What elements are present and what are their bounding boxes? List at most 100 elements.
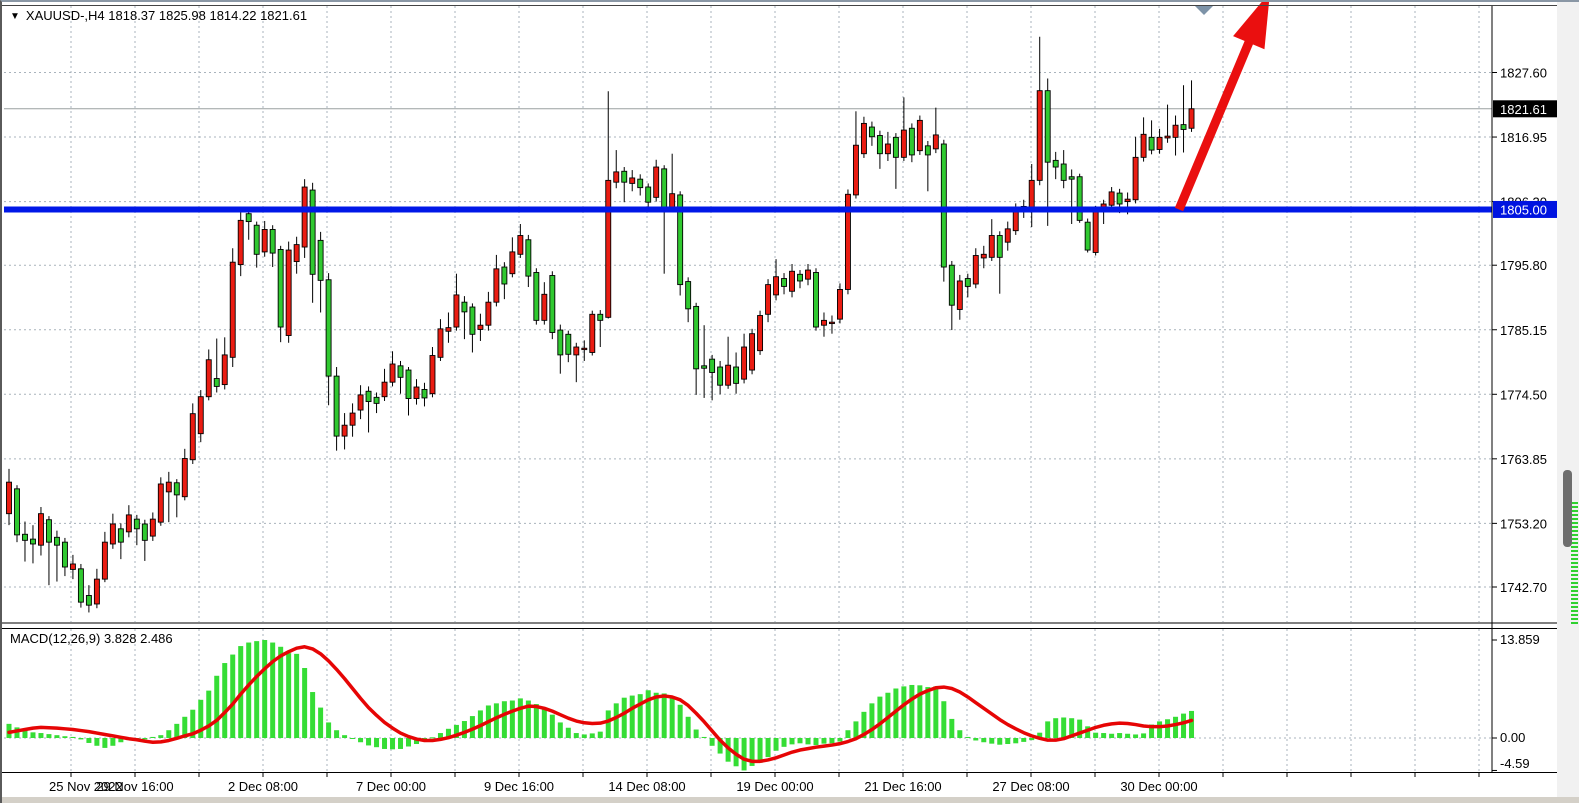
macd-histogram-bar <box>1189 710 1195 738</box>
macd-histogram-bar <box>549 714 555 738</box>
candle-body <box>1172 124 1179 138</box>
candle-body <box>445 327 452 332</box>
candle-body <box>501 266 508 285</box>
candle-body <box>317 239 324 281</box>
macd-histogram-bar <box>997 738 1003 745</box>
candle-body <box>789 270 795 292</box>
candle-body <box>341 424 348 437</box>
macd-histogram-bar <box>573 733 579 738</box>
candle-body <box>397 365 404 378</box>
macd-histogram-bar <box>1093 732 1099 738</box>
macd-histogram-bar <box>941 701 947 738</box>
ohlc-values: 1818.37 1825.98 1814.22 1821.61 <box>104 8 308 23</box>
macd-histogram-bar <box>110 738 116 746</box>
macd-histogram-bar <box>78 738 84 740</box>
macd-histogram-bar <box>358 738 364 743</box>
candle-body <box>389 363 396 383</box>
macd-histogram-bar <box>925 687 931 738</box>
macd-histogram-bar <box>270 642 276 738</box>
candle-body <box>101 541 108 580</box>
candle-body <box>980 253 987 259</box>
candle-body <box>621 170 628 183</box>
scrollbar-thumb[interactable] <box>1563 470 1572 547</box>
candle-body <box>509 251 516 275</box>
candle-body <box>229 261 236 358</box>
price-axis-label: 1774.50 <box>1500 387 1547 402</box>
candle-body <box>677 194 684 286</box>
macd-histogram-bar <box>845 730 851 738</box>
macd-name: MACD(12,26,9) <box>10 631 101 646</box>
candle-body <box>1156 136 1163 150</box>
candle-body <box>1044 90 1051 163</box>
candle-body <box>852 144 859 196</box>
candle-body <box>373 396 380 404</box>
candle-body <box>1004 228 1011 243</box>
macd-histogram-bar <box>1125 733 1131 738</box>
macd-histogram-bar <box>1085 726 1091 738</box>
candle-body <box>517 235 524 255</box>
macd-histogram-bar <box>589 733 595 738</box>
macd-histogram-bar <box>933 686 939 738</box>
candle-body <box>773 276 779 296</box>
time-axis-label: 2 Dec 08:00 <box>228 779 298 794</box>
macd-histogram-bar <box>286 653 292 738</box>
candle-body <box>996 235 1003 258</box>
trend-arrow-shaft[interactable] <box>1174 33 1257 212</box>
macd-histogram-bar <box>1029 738 1035 741</box>
macd-histogram-bar <box>374 738 380 748</box>
macd-histogram-bar <box>429 737 435 739</box>
candle-body <box>725 364 732 386</box>
candle-body <box>1116 192 1123 205</box>
macd-histogram-bar <box>877 696 883 738</box>
macd-histogram-bar <box>214 675 220 738</box>
macd-histogram-bar <box>741 738 747 771</box>
candle-body <box>197 396 204 435</box>
candle-body <box>1076 176 1083 221</box>
current-price-badge-bg <box>1493 100 1558 118</box>
time-axis-label: 30 Dec 00:00 <box>1120 779 1197 794</box>
macd-histogram-bar <box>1061 717 1067 738</box>
candle-body <box>757 315 764 352</box>
macd-axis-label: 0.00 <box>1500 730 1525 745</box>
candle-body <box>117 528 124 543</box>
macd-histogram-bar <box>118 738 124 743</box>
candle-body <box>221 354 228 386</box>
trend-arrow-head[interactable] <box>1233 2 1270 50</box>
time-axis-label: 7 Dec 00:00 <box>356 779 426 794</box>
macd-histogram-bar <box>198 699 204 738</box>
macd-histogram-bar <box>533 704 539 738</box>
macd-histogram-bar <box>613 703 619 738</box>
candle-body <box>932 134 939 150</box>
candle-body <box>525 239 532 277</box>
macd-histogram-bar <box>382 738 388 749</box>
macd-histogram-bar <box>70 736 76 738</box>
candle-body <box>165 481 172 493</box>
macd-histogram-bar <box>262 640 268 738</box>
candle-body <box>948 264 955 306</box>
macd-histogram-bar <box>861 711 867 738</box>
candle-body <box>645 186 652 203</box>
macd-histogram-bar <box>1157 721 1163 738</box>
macd-histogram-bar <box>973 738 979 741</box>
candle-body <box>93 578 100 605</box>
macd-histogram-bar <box>989 738 995 744</box>
candle-body <box>693 305 700 370</box>
macd-histogram-bar <box>22 730 28 738</box>
candle-body <box>741 346 748 380</box>
macd-histogram-bar <box>837 738 843 742</box>
candle-body <box>6 481 12 515</box>
time-axis-label: 21 Dec 16:00 <box>864 779 941 794</box>
macd-histogram-bar <box>525 700 531 738</box>
candle-body <box>245 213 252 223</box>
candle-body <box>38 513 44 546</box>
macd-histogram-bar <box>1133 734 1139 738</box>
macd-histogram-bar <box>206 690 212 738</box>
macd-histogram-bar <box>1053 718 1059 738</box>
symbol-dropdown-icon[interactable]: ▼ <box>10 11 20 22</box>
macd-histogram-bar <box>1173 716 1179 738</box>
candle-body <box>908 127 915 156</box>
price-axis-label: 1795.80 <box>1500 258 1547 273</box>
price-axis-label: 1816.95 <box>1500 130 1547 145</box>
chart-title: ▼ XAUUSD-,H4 1818.37 1825.98 1814.22 1821… <box>10 8 307 23</box>
